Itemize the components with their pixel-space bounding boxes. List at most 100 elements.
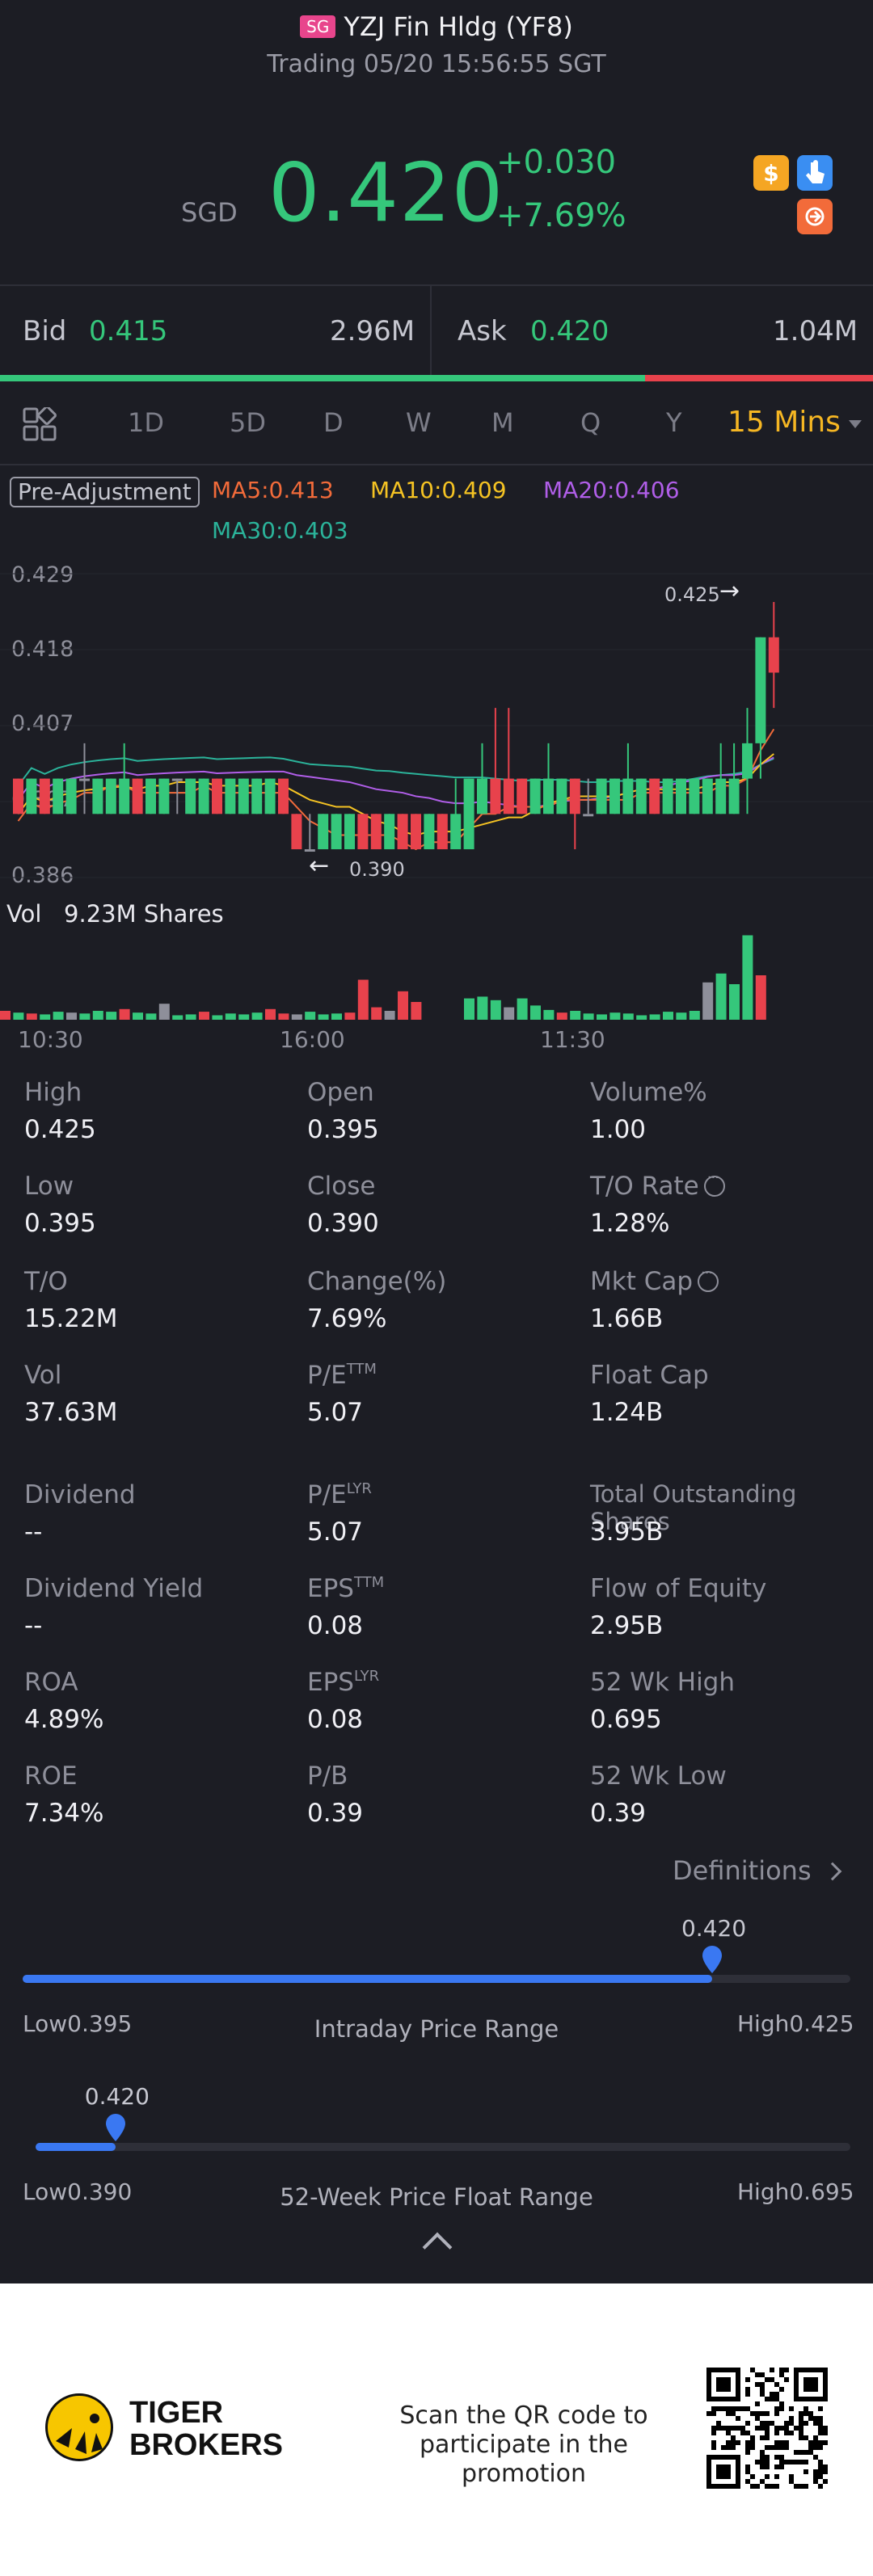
stat-value: 7.34%	[24, 1799, 104, 1828]
candle	[238, 778, 249, 814]
candle	[225, 778, 236, 814]
orange-exchange-icon[interactable]	[797, 199, 833, 234]
candle	[768, 601, 779, 709]
market-badge: SG	[300, 15, 336, 38]
volume-bar	[106, 1012, 117, 1020]
candle	[583, 778, 594, 817]
stat-label: Dividend Yield	[24, 1574, 203, 1603]
intraday-low: Low0.395	[23, 2010, 132, 2037]
stat-label-text: Volume%	[590, 1078, 707, 1107]
candle	[676, 778, 686, 814]
tab-month[interactable]: M	[491, 407, 514, 438]
tab-15-mins[interactable]: 15 Mins	[728, 406, 841, 439]
candle	[39, 778, 50, 814]
stat-value: 0.08	[307, 1611, 364, 1640]
stat-value: 0.395	[307, 1115, 379, 1144]
candle	[212, 778, 222, 814]
volume-bar	[92, 1011, 103, 1020]
volume-bar	[79, 1013, 91, 1020]
candle	[569, 778, 580, 850]
stat-label-superscript: TTM	[346, 1361, 377, 1378]
trading-status: Trading 05/20 15:56:55 SGT	[267, 50, 606, 78]
stat-label: Volume%	[590, 1078, 707, 1107]
volume-bar	[570, 1011, 581, 1020]
stat-label-text: Flow of Equity	[590, 1574, 767, 1603]
stat-label-superscript: LYR	[353, 1668, 380, 1685]
tab-1d[interactable]: 1D	[128, 407, 164, 438]
tab-week[interactable]: W	[406, 407, 432, 438]
volume-bar	[384, 1011, 395, 1020]
volume-bar	[490, 1000, 501, 1020]
stat-value: 0.08	[307, 1705, 364, 1734]
stat-value: 5.07	[307, 1398, 364, 1427]
intraday-high-label: High	[737, 2010, 790, 2037]
stat-value: 2.95B	[590, 1611, 664, 1640]
stat-label: Flow of Equity	[590, 1574, 766, 1603]
stat-value: 0.39	[307, 1799, 364, 1828]
chevron-up-icon[interactable]	[422, 2232, 453, 2262]
stat-value: 1.00	[590, 1115, 647, 1144]
volume-bar	[609, 1012, 621, 1020]
candle	[92, 778, 103, 814]
tab-quarter[interactable]: Q	[580, 407, 601, 438]
candle	[490, 708, 501, 814]
stat-label: Mkt Cap	[590, 1265, 719, 1296]
tab-5d[interactable]: 5D	[230, 407, 266, 438]
tab-year[interactable]: Y	[666, 407, 682, 438]
y-tick-label: 0.386	[11, 863, 74, 888]
stock-title: SG YZJ Fin Hldg (YF8)	[0, 11, 873, 42]
definitions-link[interactable]: Definitions	[673, 1855, 842, 1886]
candle	[318, 814, 329, 850]
stat-value: 37.63M	[24, 1398, 118, 1427]
stat-label: T/O	[24, 1267, 68, 1296]
volume-bar	[742, 935, 753, 1020]
candle	[397, 814, 408, 850]
tab-day[interactable]: D	[323, 407, 344, 438]
volume-bar	[278, 1013, 289, 1020]
brand-line-2: BROKERS	[129, 2428, 284, 2462]
ma30-value: MA30:0.403	[212, 517, 348, 544]
intraday-current-price: 0.420	[681, 1915, 747, 1942]
candlestick-chart[interactable]	[0, 558, 873, 1026]
candle	[146, 778, 156, 814]
pre-adjustment-toggle[interactable]: Pre-Adjustment	[10, 477, 200, 507]
ma10-value: MA10:0.409	[370, 477, 507, 503]
intraday-low-label: Low	[23, 2010, 68, 2037]
week52-high-label: High	[737, 2178, 790, 2205]
candle	[119, 743, 130, 814]
stat-label-text: EPS	[307, 1668, 354, 1697]
stat-value: 1.28%	[590, 1209, 670, 1238]
dollar-badge-icon[interactable]: $	[753, 155, 789, 191]
grid-layout-icon[interactable]	[23, 406, 58, 446]
hand-tap-icon[interactable]	[797, 155, 833, 191]
candle	[477, 743, 487, 814]
qr-code[interactable]	[706, 2368, 828, 2489]
volume-bar	[398, 991, 408, 1020]
arrow-right-icon: →	[719, 577, 740, 605]
volume-bar	[53, 1012, 64, 1020]
stat-value: 0.390	[307, 1209, 379, 1238]
intraday-low-value: 0.395	[67, 2010, 133, 2037]
candle	[463, 778, 474, 850]
week52-low-label: Low	[23, 2178, 68, 2205]
candle	[503, 708, 514, 814]
volume-bar	[331, 1013, 342, 1020]
stat-label-text: T/O	[24, 1267, 68, 1296]
stat-value: 3.95B	[590, 1517, 664, 1547]
info-icon[interactable]	[698, 1265, 719, 1292]
x-tick-label: 11:30	[540, 1026, 605, 1053]
stat-label: Vol	[24, 1361, 61, 1390]
candle	[79, 743, 90, 814]
candle	[264, 778, 276, 814]
brand-name: TIGER BROKERS	[129, 2397, 283, 2461]
volume-bar	[0, 1011, 11, 1020]
stat-label: Open	[307, 1078, 374, 1107]
candle	[171, 778, 183, 814]
chevron-down-icon[interactable]	[849, 420, 862, 428]
stat-value: 1.24B	[590, 1398, 664, 1427]
volume-bar	[477, 996, 488, 1020]
stat-label-text: 52 Wk High	[590, 1668, 736, 1697]
volume-bar	[583, 1013, 594, 1020]
info-icon[interactable]	[703, 1169, 725, 1197]
intraday-high: High0.425	[737, 2010, 854, 2037]
